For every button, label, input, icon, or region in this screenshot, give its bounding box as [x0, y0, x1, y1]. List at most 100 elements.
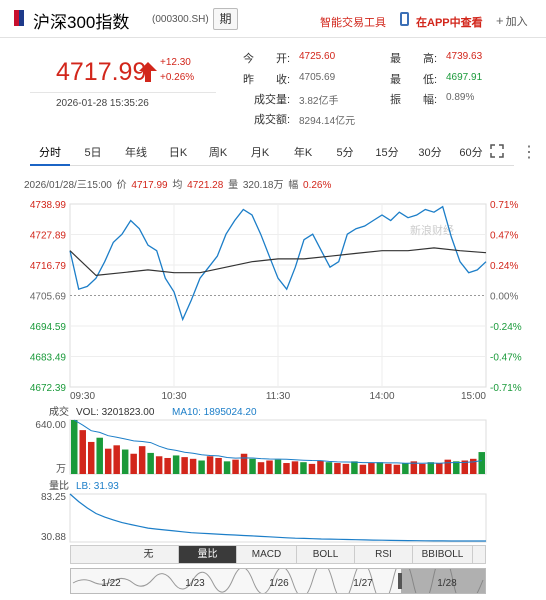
volume-top-label: 640.00 — [35, 420, 66, 431]
smart-trade-tool-link[interactable]: 智能交易工具 — [320, 17, 386, 29]
indicator-lb[interactable]: 量比 — [179, 546, 237, 563]
add-button[interactable]: + 加入 — [496, 13, 528, 29]
volume-bar — [453, 461, 460, 474]
volume-bar — [300, 462, 307, 474]
phone-icon — [400, 12, 409, 26]
volume-bar — [121, 449, 129, 474]
y-left-tick-label: 4705.69 — [30, 292, 67, 303]
volume-bar — [198, 460, 205, 474]
quote-datetime: 2026-01-28 15:35:26 — [56, 98, 149, 109]
y-right-tick-label: -0.47% — [490, 353, 522, 364]
volume-bar — [291, 461, 299, 474]
tab-year-line[interactable]: 年线 — [125, 147, 147, 159]
indicator-rsi[interactable]: RSI — [355, 546, 413, 563]
navigator-handle-left — [398, 573, 402, 589]
volume-bar — [478, 452, 485, 474]
info-vol: 320.18万 — [242, 180, 284, 191]
tab-15min[interactable]: 15分 — [375, 147, 399, 159]
volume-bar — [393, 464, 401, 474]
volume-bar — [385, 463, 392, 474]
chart-watermark: 新浪财经 — [410, 223, 454, 237]
indicator-boll[interactable]: BOLL — [297, 546, 355, 563]
volume-bar — [334, 463, 341, 474]
volume-bar — [215, 457, 222, 474]
fullscreen-icon[interactable] — [490, 144, 504, 158]
volume-bar — [164, 457, 171, 474]
header: 沪深300指数 (000300.SH) 期 智能交易工具 在APP中查看 + 加入 — [0, 0, 546, 38]
volume-label: 成交 — [49, 405, 69, 418]
view-in-app-link[interactable]: 在APP中查看 — [416, 17, 483, 29]
volume-bar — [436, 463, 443, 474]
y-right-tick-label: -0.71% — [490, 383, 522, 394]
y-right-tick-label: 0.00% — [490, 292, 518, 303]
tab-year-k[interactable]: 年K — [293, 147, 313, 159]
volume-bar — [342, 463, 350, 474]
x-tick-label: 15:00 — [461, 391, 486, 402]
amount-label: 成交额: — [254, 114, 291, 126]
y-left-tick-label: 4672.39 — [30, 383, 67, 394]
info-amp: 0.26% — [303, 180, 332, 191]
tab-60min[interactable]: 60分 — [459, 147, 483, 159]
volume-value: VOL: 3201823.00 — [76, 407, 155, 418]
info-price: 4717.99 — [131, 180, 168, 191]
period-button[interactable]: 期 — [213, 8, 238, 30]
y-right-tick-label: 0.47% — [490, 231, 518, 242]
volume-label: 成交量: — [254, 94, 291, 106]
y-left-ticks: 4738.99 4727.89 4716.79 4705.69 4694.59 4683.… — [30, 200, 67, 394]
more-icon[interactable]: ⋮ — [521, 144, 537, 161]
y-left-tick-label: 4727.89 — [30, 231, 67, 242]
low-value: 4697.91 — [446, 72, 483, 83]
volume-bar — [138, 446, 146, 474]
volume-value: 3.82亿手 — [299, 96, 339, 107]
volume-area: 成交 VOL: 3201823.00 MA10: 1895024.20 640.00 万 — [35, 405, 487, 475]
lb-area: 量比 LB: 31.93 83.25 30.88 — [41, 480, 487, 543]
x-tick-label: 11:30 — [266, 391, 291, 402]
plus-icon: + — [496, 13, 504, 28]
price-change: +12.30 — [160, 57, 191, 68]
volume-bar — [359, 464, 367, 474]
open-label: 今 开: — [243, 53, 291, 65]
indicator-none[interactable]: 无 — [119, 546, 179, 563]
stock-code: (000300.SH) — [152, 14, 209, 25]
volume-bar — [79, 430, 86, 474]
index-flag-icon — [14, 10, 24, 26]
indicator-macd[interactable]: MACD — [237, 546, 297, 563]
info-avg: 4721.28 — [187, 180, 224, 191]
intraday-chart[interactable]: 新浪财经 4738.99 4727.89 4716.79 4705.69 4694.59… — [0, 192, 546, 544]
date-navigator[interactable]: 1/22 1/23 1/26 1/27 1/28 — [70, 555, 486, 600]
volume-bar — [223, 461, 231, 474]
tab-month-k[interactable]: 月K — [250, 147, 270, 159]
volume-bar — [104, 448, 112, 474]
indicator-bbiboll[interactable]: BBIBOLL — [413, 546, 473, 563]
lb-line — [69, 493, 486, 542]
volume-bar — [351, 461, 358, 474]
tab-day-k[interactable]: 日K — [168, 147, 188, 159]
tab-30min[interactable]: 30分 — [418, 147, 442, 159]
ma10-line — [73, 419, 482, 464]
y-left-tick-label: 4716.79 — [30, 261, 67, 272]
low-label: 最 低: — [390, 74, 438, 86]
price-line — [69, 205, 487, 322]
volume-bar — [155, 456, 163, 474]
navigator-date: 1/27 — [353, 578, 373, 589]
up-arrow-icon — [139, 62, 157, 82]
navigator-date: 1/28 — [437, 578, 457, 589]
y-right-tick-label: 0.24% — [490, 261, 518, 272]
current-price: 4717.99 — [56, 58, 147, 86]
volume-bar — [419, 463, 426, 474]
price-change-pct: +0.26% — [160, 72, 195, 83]
navigator-selection — [401, 569, 485, 593]
volume-bar — [470, 458, 477, 474]
y-right-ticks: 0.71% 0.47% 0.24% 0.00% -0.24% -0.47% -0.71% — [490, 200, 522, 394]
volume-bar — [257, 462, 265, 474]
info-price-label: 价 — [116, 180, 127, 191]
tab-5day[interactable]: 5日 — [84, 147, 102, 159]
tab-intraday[interactable]: 分时 — [30, 140, 70, 166]
amplitude-label: 振 幅: — [390, 94, 438, 106]
tab-5min[interactable]: 5分 — [336, 147, 354, 159]
tab-week-k[interactable]: 周K — [208, 147, 228, 159]
volume-bar — [266, 460, 273, 474]
lb-bottom-label: 30.88 — [41, 532, 66, 543]
volume-bar — [172, 455, 180, 474]
volume-unit: 万 — [56, 464, 66, 475]
